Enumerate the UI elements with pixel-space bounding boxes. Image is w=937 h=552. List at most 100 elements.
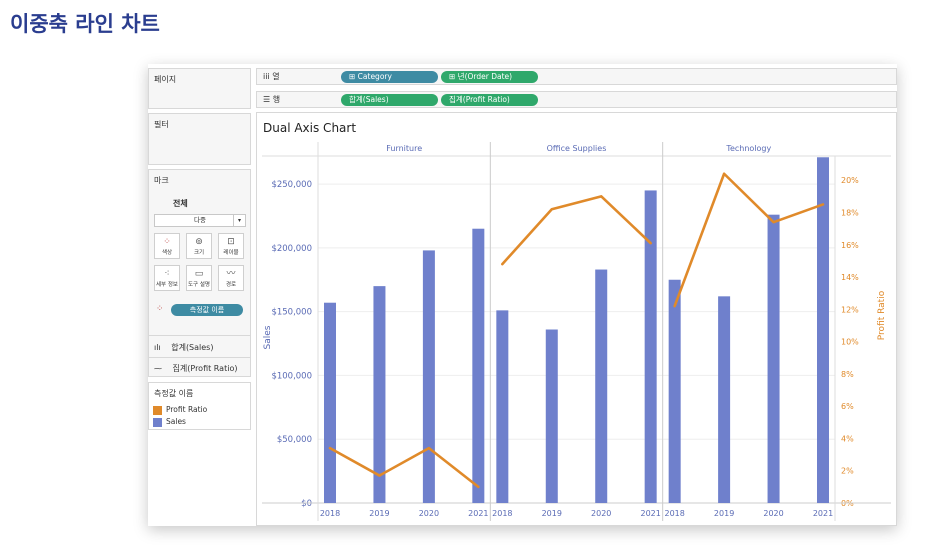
path-icon: 〰 (226, 269, 236, 279)
profit-ratio-line (673, 172, 825, 308)
marks-panel-title: 마크 (154, 176, 169, 185)
mark-color-button[interactable]: ⁘ 색상 (154, 233, 180, 259)
legend-label-profit-ratio: Profit Ratio (166, 405, 208, 414)
x-tick-label: 2020 (763, 509, 783, 518)
tooltip-icon: ▭ (194, 269, 204, 279)
chart-view[interactable]: Dual Axis Chart (256, 112, 897, 526)
pane-header-label: Furniture (386, 144, 422, 153)
profit-ratio-line (328, 446, 480, 489)
y2-tick-label: 18% (841, 208, 859, 217)
sales-bar (595, 269, 608, 503)
x-tick-label: 2021 (640, 509, 660, 518)
legend-title: 측정값 이름 (154, 389, 194, 398)
label-icon: ⊡ (227, 237, 235, 247)
marks-all-label[interactable]: 전체 (173, 199, 188, 208)
size-icon: ⊚ (195, 237, 203, 247)
rows-shelf-label: ☰ 행 (263, 95, 281, 104)
y2-axis-title: Profit Ratio (877, 290, 887, 340)
y-tick-label: $50,000 (277, 435, 312, 445)
y2-tick-label: 4% (841, 434, 854, 443)
x-tick-label: 2019 (714, 509, 734, 518)
sales-bar (324, 302, 336, 503)
x-tick-label: 2020 (591, 509, 611, 518)
pages-panel: 페이지 (148, 68, 251, 109)
mark-tooltip-label: 도구 설명 (188, 282, 210, 288)
y-tick-label: $200,000 (271, 244, 312, 254)
y2-tick-label: 8% (841, 370, 854, 379)
detail-icon: ⁖ (164, 269, 170, 279)
rows-icon: ☰ (263, 95, 271, 104)
columns-icon: iii (263, 72, 270, 81)
category-pill[interactable]: ⊞ Category (341, 71, 438, 83)
mark-type-value: 다중 (194, 216, 206, 224)
filters-panel-title: 필터 (154, 120, 169, 129)
mark-tooltip-button[interactable]: ▭ 도구 설명 (186, 265, 212, 291)
measure-names-pill[interactable]: 측정값 이름 (171, 304, 243, 316)
x-tick-label: 2018 (320, 509, 340, 518)
chart-title: Dual Axis Chart (263, 121, 357, 135)
y2-tick-label: 2% (841, 467, 854, 476)
legend-swatch-sales (153, 417, 162, 427)
pages-panel-title: 페이지 (154, 75, 177, 84)
mark-size-label: 크기 (193, 250, 205, 256)
x-tick-label: 2019 (369, 509, 389, 518)
line-icon: ⁓ (154, 364, 162, 373)
marks-row-sales-label: 합계(Sales) (171, 343, 214, 352)
marks-row-profit-ratio-label: 집계(Profit Ratio) (172, 364, 238, 373)
mark-type-dropdown[interactable]: 다중 ▾ (154, 214, 246, 227)
bar-icon: ılı (154, 343, 161, 352)
y-axis-title: Sales (263, 325, 273, 349)
x-tick-label: 2018 (664, 509, 684, 518)
y2-tick-label: 6% (841, 402, 854, 411)
mark-color-label: 색상 (161, 250, 173, 256)
x-tick-label: 2021 (468, 509, 488, 518)
mark-path-button[interactable]: 〰 경로 (218, 265, 244, 291)
marks-panel: 마크 전체 다중 ▾ ⁘ 색상 ⊚ 크기 ⊡ 레이블 ⁖ 세부 정보 ▭ 도구 … (148, 169, 251, 377)
mark-label-button[interactable]: ⊡ 레이블 (218, 233, 244, 259)
legend-swatch-profit-ratio (153, 405, 162, 415)
legend-panel: 측정값 이름 Profit Ratio Sales (148, 382, 251, 430)
rows-shelf[interactable]: ☰ 행 합계(Sales) 집계(Profit Ratio) (256, 91, 897, 108)
columns-shelf[interactable]: iii 열 ⊞ Category ⊞ 년(Order Date) (256, 68, 897, 85)
x-tick-label: 2021 (813, 509, 833, 518)
profit-ratio-pill[interactable]: 집계(Profit Ratio) (441, 94, 538, 106)
legend-label-sales: Sales (166, 417, 186, 426)
sum-sales-pill[interactable]: 합계(Sales) (341, 94, 438, 106)
marks-row-sales[interactable]: ılı 합계(Sales) (154, 342, 213, 353)
y2-tick-label: 20% (841, 176, 859, 185)
mark-label-label: 레이블 (223, 250, 239, 256)
color-dots-icon: ⁘ (156, 304, 164, 314)
sales-bar (718, 296, 731, 503)
order-date-year-pill[interactable]: ⊞ 년(Order Date) (441, 71, 538, 83)
mark-detail-label: 세부 정보 (156, 282, 178, 288)
filters-panel[interactable]: 필터 (148, 113, 251, 165)
color-icon: ⁘ (163, 237, 171, 247)
y2-tick-label: 10% (841, 338, 859, 347)
columns-shelf-label: iii 열 (263, 72, 280, 81)
slide-title: 이중축 라인 차트 (10, 12, 160, 36)
sales-bar (472, 228, 485, 503)
legend-item-profit-ratio[interactable]: Profit Ratio (153, 405, 207, 415)
x-tick-label: 2020 (419, 509, 439, 518)
sales-bar (373, 286, 386, 503)
sales-bar (644, 190, 657, 503)
y-tick-label: $250,000 (271, 180, 312, 190)
y2-tick-label: 16% (841, 241, 859, 250)
y-tick-label: $150,000 (271, 308, 312, 318)
profit-ratio-line (501, 195, 652, 266)
pane-header-label: Office Supplies (547, 144, 607, 153)
legend-item-sales[interactable]: Sales (153, 417, 186, 427)
marks-row-profit-ratio[interactable]: ⁓ 집계(Profit Ratio) (154, 363, 237, 374)
sales-bar (422, 250, 435, 503)
y2-tick-label: 14% (841, 273, 859, 282)
sales-bar (545, 329, 558, 503)
y-tick-label: $100,000 (271, 371, 312, 381)
sales-bar (817, 157, 829, 503)
mark-path-label: 경로 (225, 282, 237, 288)
sales-bar (668, 279, 681, 503)
y2-tick-label: 12% (841, 305, 859, 314)
x-tick-label: 2019 (542, 509, 562, 518)
mark-detail-button[interactable]: ⁖ 세부 정보 (154, 265, 180, 291)
mark-size-button[interactable]: ⊚ 크기 (186, 233, 212, 259)
